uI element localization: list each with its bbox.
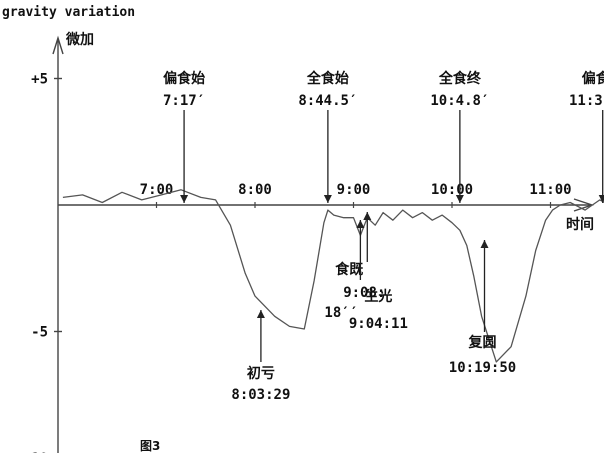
annotation-label: 复圆 [468,334,497,351]
annotation-label: 10:4.8′ [430,93,489,109]
annotation-label: 7:17′ [163,93,205,109]
annotation-label: 初亏 [247,365,275,382]
x-tick-label: 8:00 [238,182,272,198]
annotation-arrowhead [180,195,189,203]
annotation-label: 9:08: [343,285,385,301]
annotation-label: 9:04:11 [349,316,408,332]
x-tick-label: 9:00 [337,182,371,198]
annotation-label: 18′′ [324,305,358,321]
annotation-label: 全食终 [438,70,482,87]
annotation-label: 8:44.5′ [298,93,357,109]
x-tick-label: 11:00 [529,182,571,198]
y-tick-label: +5 [31,72,48,88]
y-tick-label: -5 [31,325,48,341]
figure-caption: 图3 [140,439,160,453]
chart-title: gravity variation [2,5,135,20]
annotation-arrowhead [480,240,489,248]
y-ticks: +5 -5 -10 [23,72,62,453]
y-tick-label: -10 [23,451,48,453]
annotation-label: 全食始 [306,70,349,87]
annotation-arrowhead [598,195,604,203]
annotation-arrowhead [455,195,464,203]
annotation-label: 8:03:29 [231,387,290,403]
y-axis-arrow [52,35,64,55]
annotation-arrowhead [256,310,265,318]
x-axis-label: 时间 [566,216,594,233]
annotation-arrowhead [363,212,372,220]
axes [52,35,595,453]
gravity-curve [62,189,604,363]
annotation-label: 食既 [335,261,363,278]
eclipse-annotations: 偏食始 7:17′ 全食始 8:44.5′ 全食终 10:4.8′ 偏食终 11:31.8′ 初… [163,70,604,403]
annotation-label: 10:19:50 [449,360,516,376]
annotation-label: 偏食始 [163,70,205,87]
series-line [62,189,604,363]
y-axis-label: 微加 [65,31,94,48]
annotation-label: 11:31.8′ [569,93,604,109]
annotation-arrowhead [323,195,332,203]
annotation-label: 生光 [364,288,392,305]
annotation-arrowhead [356,220,365,228]
annotation-label: 偏食终 [582,70,604,87]
x-tick-label: 10:00 [431,182,473,198]
